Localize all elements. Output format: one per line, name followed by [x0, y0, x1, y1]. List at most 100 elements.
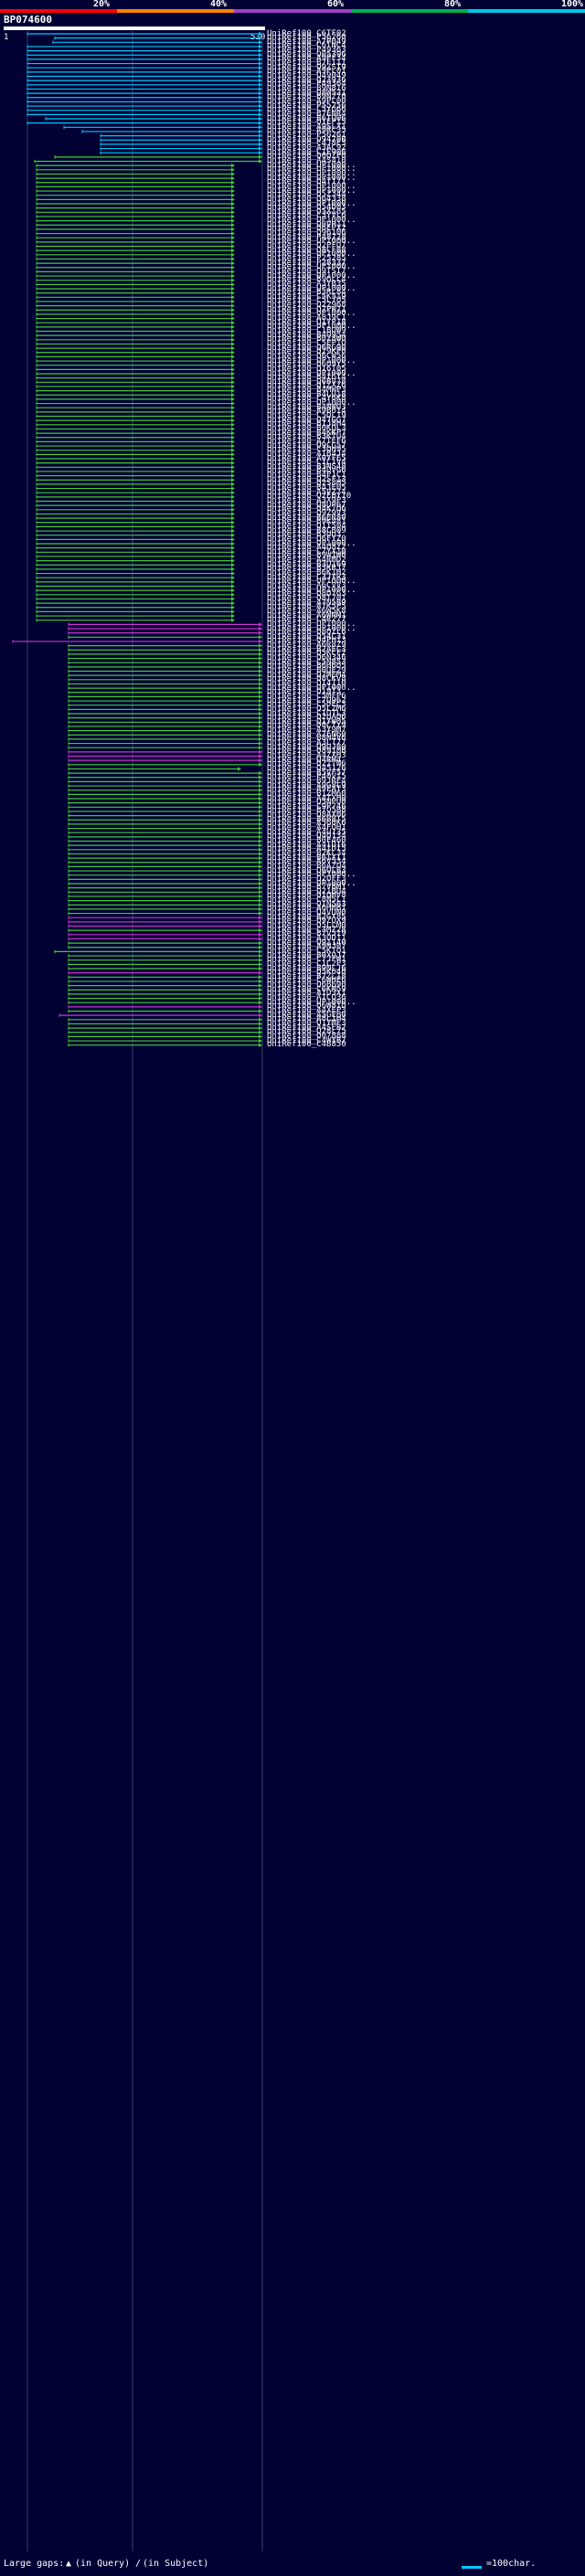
hit-label-link[interactable]: UniRef100_Q1QMV8 — [267, 891, 346, 901]
hit-label-link[interactable]: UniRef100_C4R277 — [267, 615, 346, 625]
hit-label-link[interactable]: UniRef100_B3KTU4 — [267, 432, 346, 442]
hit-label-link[interactable]: UniRef100_C5K519 — [267, 292, 346, 302]
hit-label-link[interactable]: UniRef100_C4WYB7 — [267, 1035, 346, 1045]
hit-label-link[interactable]: UniRef100_A4SEB2 — [267, 1023, 346, 1033]
hit-label-link[interactable]: UniRef100_Q4T171 — [267, 177, 346, 187]
hit-label-link[interactable]: UniRef100_P55256 — [267, 101, 346, 111]
hit-label-link[interactable]: UniRef100_B9K481 — [267, 517, 346, 527]
hit-label-link[interactable]: UniRef100_C3YVL6 — [267, 211, 346, 221]
hit-label-link[interactable]: UniRef100_UP1000.. — [267, 270, 356, 281]
hit-label-link[interactable]: UniRef100_A4XEP3 — [267, 1006, 346, 1015]
hit-label-link[interactable]: UniRef100_B2GX85 — [267, 912, 346, 922]
hit-label-link[interactable]: UniRef100_Q4K7Q6 — [267, 504, 346, 514]
hit-label-link[interactable]: UniRef100_B8CB09 — [267, 525, 346, 535]
hit-label-link[interactable]: UniRef100_P48728 — [267, 232, 346, 242]
hit-label-link[interactable]: UniRef100_B4LU18 — [267, 389, 346, 399]
hit-label-link[interactable]: UniRef100_Q6FYZ0 — [267, 534, 346, 544]
hit-label-link[interactable]: UniRef100_B1ZM60 — [267, 789, 346, 799]
hit-label-link[interactable]: UniRef100_A0YFE5 — [267, 453, 346, 463]
hit-label-link[interactable]: UniRef100_B4IGT4 — [267, 373, 346, 383]
hit-label-link[interactable]: UniRef100_A6CVV3 — [267, 581, 346, 590]
hit-label-link[interactable]: UniRef100_A1CQ36 — [267, 993, 346, 1003]
hit-label-link[interactable]: UniRef100_A4RMD2 — [267, 556, 346, 566]
hit-label-link[interactable]: UniRef100_B0XQJ7 — [267, 950, 346, 960]
hit-label-link[interactable]: UniRef100_Q54D03 — [267, 203, 346, 213]
hit-label-link[interactable]: UniRef100_B6H6D5 — [267, 662, 346, 672]
hit-label-link[interactable]: UniRef100_UP1000.. — [267, 309, 356, 319]
hit-label-link[interactable]: UniRef100_Q6BV78 — [267, 376, 346, 387]
hit-label-link[interactable]: UniRef100_A7N5B9 — [267, 598, 346, 608]
hit-label-link[interactable]: UniRef100_B0F460 — [267, 836, 346, 845]
hit-label-link[interactable]: UniRef100_B3UU3 — [267, 530, 342, 540]
hit-label-link[interactable]: UniRef100_P28337 — [267, 258, 346, 268]
hit-label-link[interactable]: UniRef100_Q0QZP0 — [267, 152, 346, 162]
hit-label-link[interactable]: UniRef100_B4Q954 — [267, 330, 346, 340]
hit-label-link[interactable]: UniRef100_Q91140 — [267, 938, 346, 948]
hit-label-link[interactable]: UniRef100_Q23936 — [267, 75, 346, 85]
hit-label-link[interactable]: UniRef100_B4P1C1 — [267, 471, 346, 481]
hit-label-link[interactable]: UniRef100_Q4Q134 — [267, 832, 346, 842]
hit-label-link[interactable]: UniRef100_A3LT77 — [267, 738, 346, 748]
hit-label-link[interactable]: UniRef100_B4JE05 — [267, 483, 346, 493]
hit-label-link[interactable]: UniRef100_B6AZU4 — [267, 861, 346, 871]
hit-label-link[interactable]: UniRef100_UP1000.. — [267, 683, 356, 693]
hit-label-link[interactable]: UniRef100_B0KQL3 — [267, 423, 346, 433]
hit-label-link[interactable]: UniRef100_Q4RM4 — [267, 755, 342, 765]
hit-label-link[interactable]: UniRef100_Q45126 — [267, 763, 346, 773]
hit-label-link[interactable]: UniRef100_B2KL34 — [267, 848, 346, 858]
hit-label-link[interactable]: UniRef100_B4NWU3 — [267, 402, 346, 412]
hit-label-link[interactable]: UniRef100_A4ZXH3 — [267, 751, 346, 760]
hit-label-link[interactable]: UniRef100_Q7MEM4 — [267, 670, 346, 680]
hit-label-link[interactable]: UniRef100_Q21BD4 — [267, 886, 346, 896]
hit-label-link[interactable]: UniRef100_B9NLJ6 — [267, 963, 346, 973]
hit-label-link[interactable]: UniRef100_UP1000.. — [267, 538, 356, 548]
hit-label-link[interactable]: UniRef100_UP1000.. — [267, 216, 356, 226]
hit-label-link[interactable]: UniRef100_C1DTL3 — [267, 708, 346, 718]
hit-label-link[interactable]: UniRef100_Q4VDN0 — [267, 908, 346, 918]
hit-label-link[interactable]: UniRef100_Q1YP18 — [267, 317, 346, 327]
hit-label-link[interactable]: UniRef100_C3MZ28 — [267, 925, 346, 935]
hit-label-link[interactable]: UniRef100_A8L1H4 — [267, 1014, 346, 1024]
hit-label-link[interactable]: UniRef100_UP1000.. — [267, 997, 356, 1007]
hit-label-link[interactable]: UniRef100_Q9UJB0 — [267, 742, 346, 752]
hit-label-link[interactable]: UniRef100_Q6RG90 — [267, 343, 346, 353]
hit-label-link[interactable]: UniRef100_C4Y6K8 — [267, 394, 346, 404]
hit-label-link[interactable]: UniRef100_Q8D7G3 — [267, 589, 346, 599]
hit-label-link[interactable]: UniRef100_Q6QLB3 — [267, 865, 346, 875]
hit-label-link[interactable]: UniRef100_Q6B690 — [267, 981, 346, 991]
hit-label-link[interactable]: UniRef100_B0DE29 — [267, 666, 346, 675]
hit-label-link[interactable]: UniRef100_B6IXI1 — [267, 853, 346, 863]
hit-label-link[interactable]: UniRef100_C1C1V4 — [267, 458, 346, 468]
hit-label-link[interactable]: UniRef100_Q2EBY10 — [267, 492, 352, 502]
hit-label-link[interactable]: UniRef100_Q16T05 — [267, 364, 346, 374]
hit-label-link[interactable]: UniRef100_A9B614 — [267, 407, 346, 417]
hit-label-link[interactable]: UniRef100_Q14110 — [267, 678, 346, 688]
hit-label-link[interactable]: UniRef100_C7JFW1 — [267, 955, 346, 965]
hit-label-link[interactable]: UniRef100_C5MFP6 — [267, 691, 346, 701]
hit-label-link[interactable]: UniRef100_Q1EP15 — [267, 118, 346, 128]
hit-label-link[interactable]: UniRef100_A4FQH1 — [267, 823, 346, 833]
hit-label-link[interactable]: UniRef100_B7Q5B8 — [267, 806, 346, 816]
hit-label-link[interactable]: UniRef100_B2AEC3 — [267, 644, 346, 654]
hit-label-link[interactable]: UniRef100_Q6EPX2 — [267, 224, 346, 234]
hit-label-link[interactable]: UniRef100_Q2UFF3 — [267, 874, 346, 884]
hit-label-link[interactable]: UniRef100_A9FAT3 — [267, 785, 346, 795]
hit-label-link[interactable]: UniRef100_C4J8E3 — [267, 139, 346, 149]
hit-label-link[interactable]: UniRef100_A3Y9M7 — [267, 726, 346, 736]
hit-label-link[interactable]: UniRef100_B4KKP7 — [267, 428, 346, 438]
hit-label-link[interactable]: UniRef100_Q8T701 — [267, 593, 346, 603]
hit-label-link[interactable]: UniRef100_Q8AX06 — [267, 811, 346, 821]
hit-label-link[interactable]: UniRef100_Q9ZST9 — [267, 62, 346, 72]
hit-label-link[interactable]: UniRef100_Q5LLM0 — [267, 921, 346, 930]
hit-label-link[interactable]: UniRef100_C5KTQ1 — [267, 946, 346, 956]
hit-label-link[interactable]: UniRef100_C5DL19 — [267, 411, 346, 420]
hit-label-link[interactable]: UniRef100_Q22968 — [267, 301, 346, 311]
hit-label-link[interactable]: UniRef100_UP1000.. — [267, 577, 356, 587]
hit-label-link[interactable]: UniRef100_P40V15 — [267, 772, 346, 782]
hit-label-link[interactable]: UniRef100_Q47GG7 — [267, 415, 346, 425]
hit-label-link[interactable]: UniRef100_Q6U9Y5 — [267, 360, 346, 370]
hit-label-link[interactable]: UniRef100_Q29KP0 — [267, 347, 346, 357]
hit-label-link[interactable]: UniRef100_Q6W81D — [267, 1002, 346, 1012]
hit-label-link[interactable]: UniRef100_A9G8L9 — [267, 780, 346, 790]
hit-label-link[interactable]: UniRef100_Q9ZQX9 — [267, 917, 346, 927]
